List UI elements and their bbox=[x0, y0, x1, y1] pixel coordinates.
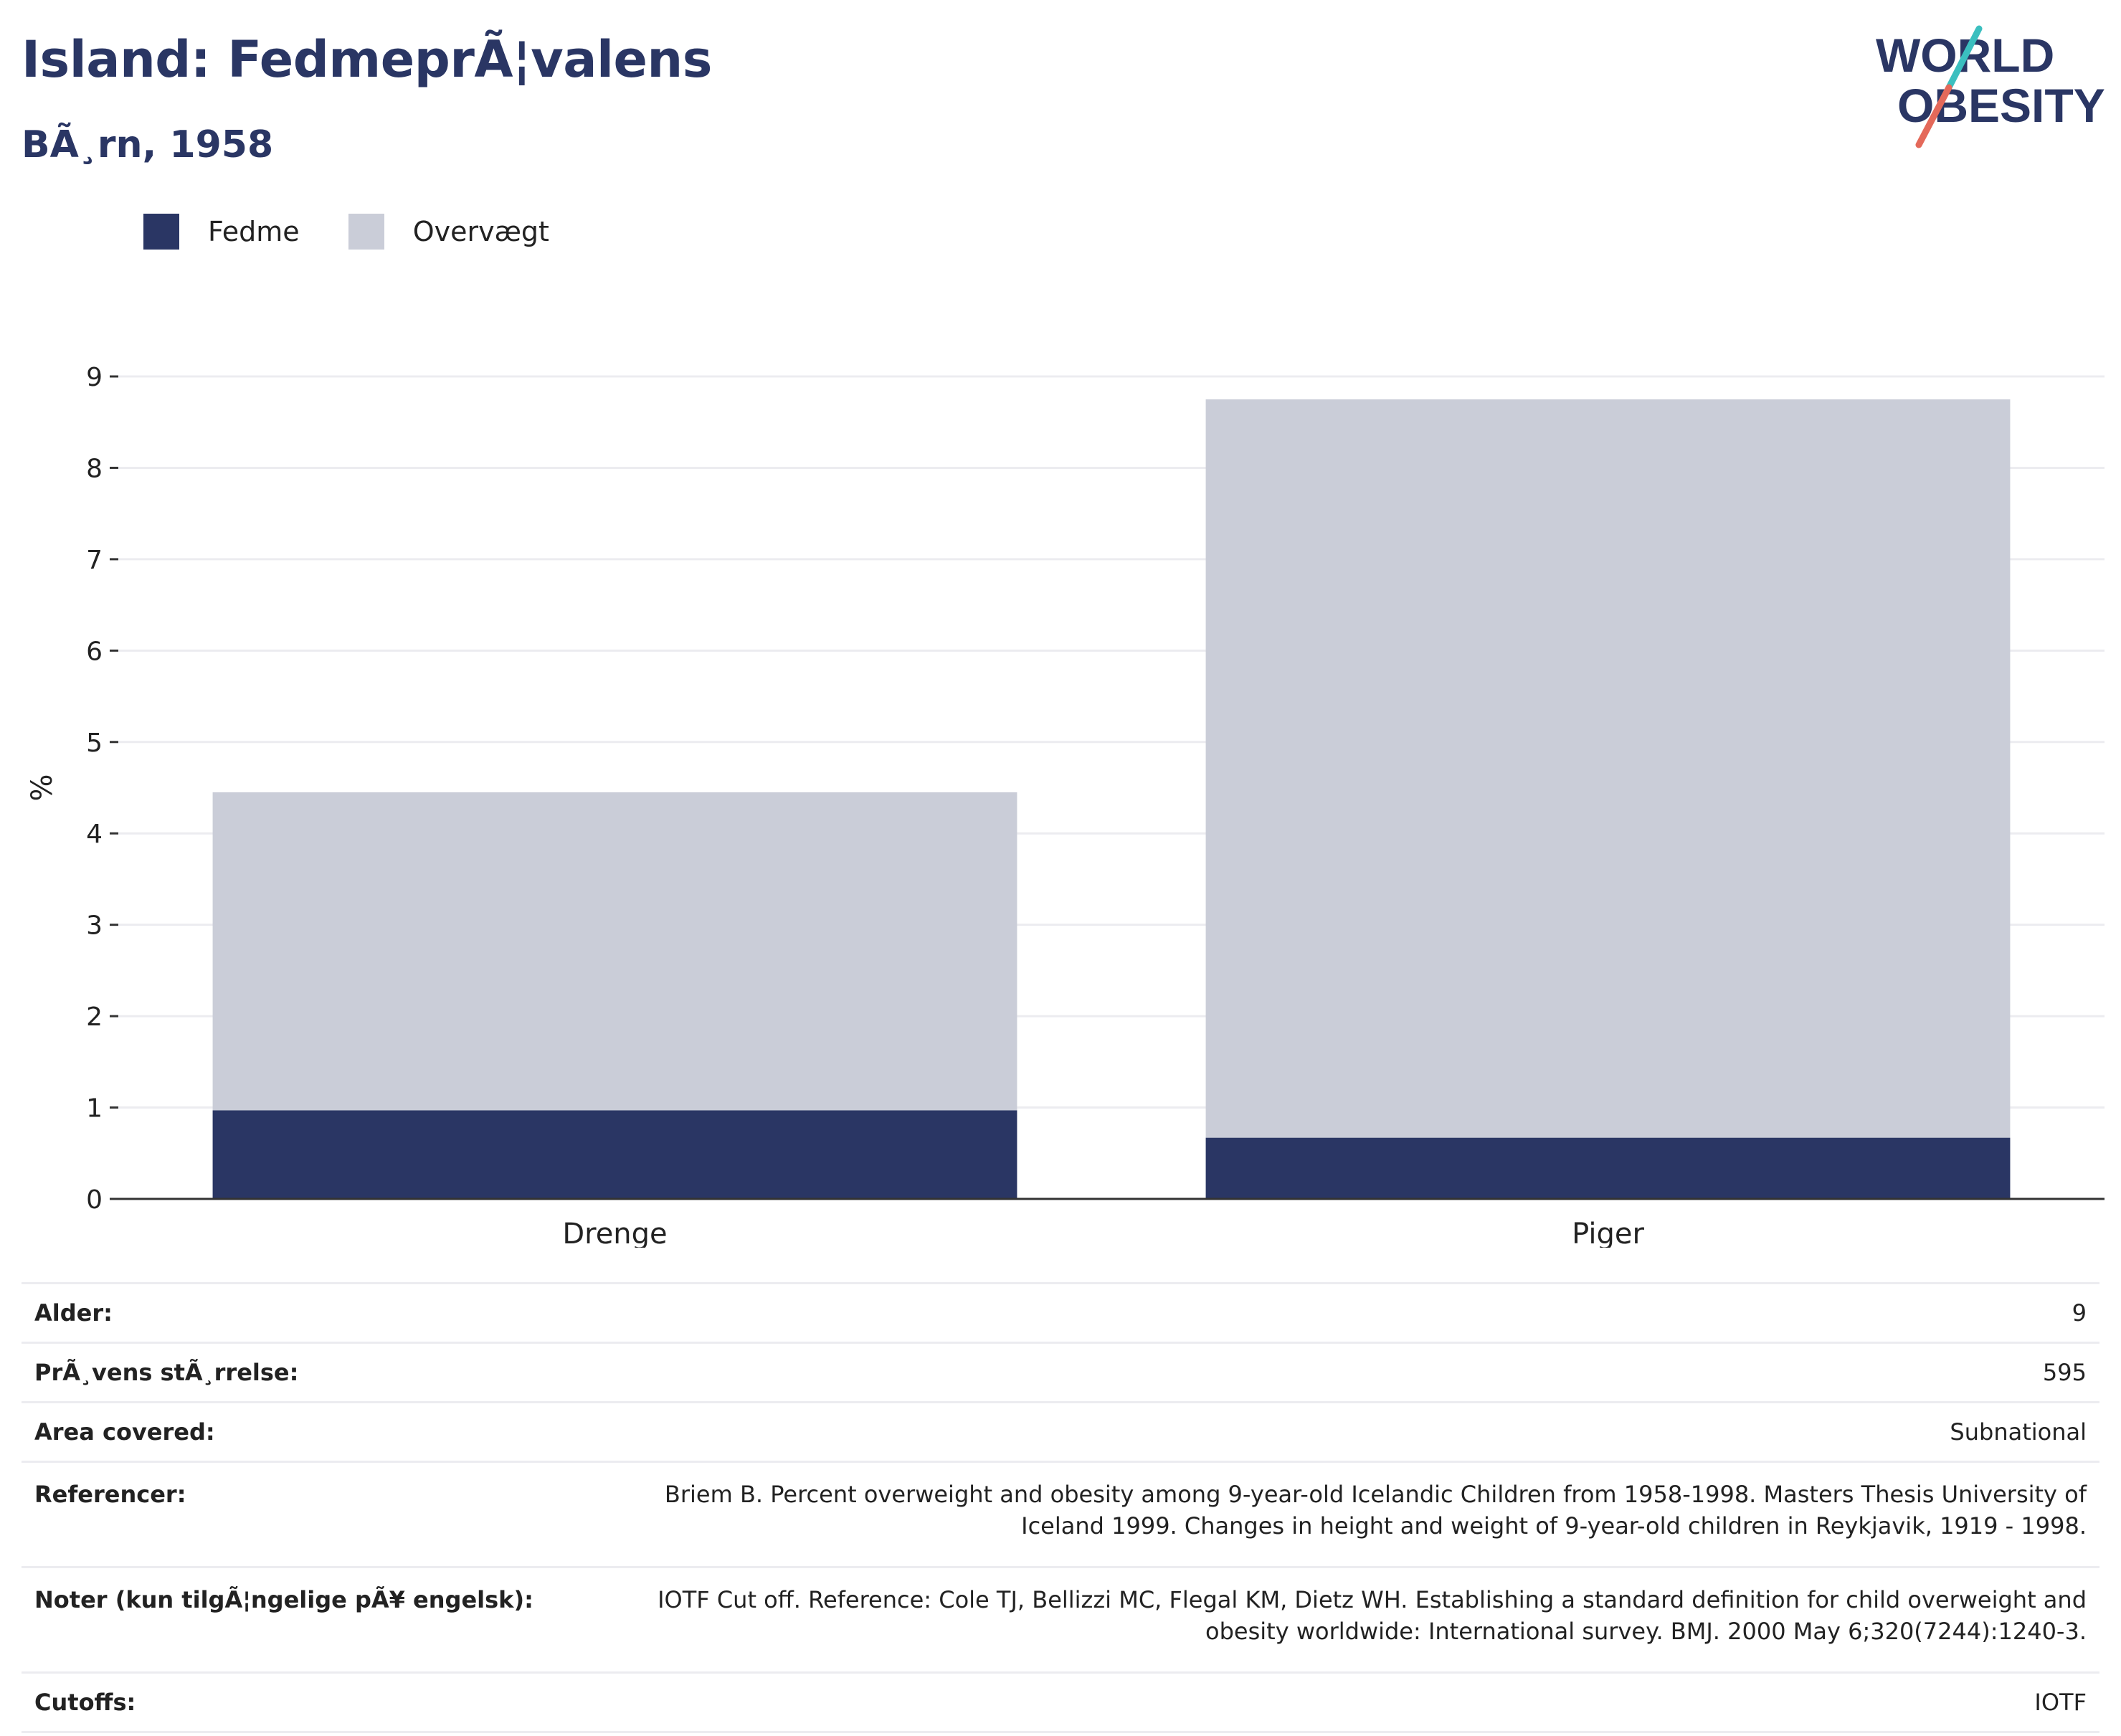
logo-slash-top bbox=[1945, 25, 1983, 91]
y-axis-label: % bbox=[26, 774, 59, 801]
y-tick-label: 1 bbox=[86, 1094, 103, 1124]
info-row-references: Referencer: Briem B. Percent overweight … bbox=[22, 1461, 2099, 1567]
chart-subtitle: BÃ¸rn, 1958 bbox=[22, 123, 274, 166]
info-value: Subnational bbox=[592, 1401, 2099, 1462]
info-label: Referencer: bbox=[22, 1461, 592, 1567]
info-label: Area covered: bbox=[22, 1401, 592, 1462]
y-tick-label: 0 bbox=[86, 1185, 103, 1215]
info-value: Briem B. Percent overweight and obesity … bbox=[592, 1461, 2099, 1567]
info-label: Cutoffs: bbox=[22, 1671, 592, 1733]
y-tick-label: 5 bbox=[86, 729, 103, 758]
info-value: IOTF Cut off. Reference: Cole TJ, Belliz… bbox=[592, 1566, 2099, 1673]
info-label: PrÃ¸vens stÃ¸rrelse: bbox=[22, 1342, 592, 1403]
info-value: 595 bbox=[592, 1342, 2099, 1403]
info-label: Alder: bbox=[22, 1282, 592, 1343]
info-row-cutoffs: Cutoffs: IOTF bbox=[22, 1671, 2099, 1733]
logo-slash-bottom bbox=[1915, 84, 1952, 148]
y-tick-label: 3 bbox=[86, 911, 103, 941]
chart-legend: Fedme Overvægt bbox=[143, 214, 598, 250]
legend-item-fedme[interactable]: Fedme bbox=[143, 214, 300, 250]
info-value: 9 bbox=[592, 1282, 2099, 1343]
y-tick-label: 8 bbox=[86, 454, 103, 483]
bar-piger-fedme bbox=[1205, 1137, 2011, 1199]
info-value: IOTF bbox=[592, 1671, 2099, 1733]
bar-piger-overvaegt bbox=[1205, 399, 2011, 1138]
legend-item-overvaegt[interactable]: Overvægt bbox=[348, 214, 549, 250]
info-row-sample-size: PrÃ¸vens stÃ¸rrelse: 595 bbox=[22, 1342, 2099, 1403]
bar-drenge-fedme bbox=[212, 1110, 1017, 1199]
legend-swatch-fedme bbox=[143, 214, 179, 250]
legend-label-overvaegt: Overvægt bbox=[412, 216, 549, 247]
info-label: Noter (kun tilgÃ¦ngelige pÃ¥ engelsk): bbox=[22, 1566, 592, 1673]
info-row-notes: Noter (kun tilgÃ¦ngelige pÃ¥ engelsk): I… bbox=[22, 1566, 2099, 1673]
chart-title: Island: FedmeprÃ¦valens bbox=[22, 30, 712, 89]
info-row-age: Alder: 9 bbox=[22, 1282, 2099, 1343]
x-tick-label: Piger bbox=[1572, 1218, 1644, 1248]
bar-drenge-overvaegt bbox=[212, 792, 1017, 1111]
y-tick-label: 7 bbox=[86, 546, 103, 575]
legend-label-fedme: Fedme bbox=[208, 216, 300, 247]
legend-swatch-overvaegt bbox=[348, 214, 384, 250]
stacked-bar-chart: 0 1 2 3 4 5 6 7 8 9% Drenge Piger bbox=[26, 363, 2105, 1248]
y-tick-label: 2 bbox=[86, 1002, 103, 1032]
world-obesity-logo[interactable]: WORLD OBESITY bbox=[1871, 22, 2108, 151]
y-tick-label: 4 bbox=[86, 820, 103, 849]
info-row-area: Area covered: Subnational bbox=[22, 1401, 2099, 1462]
info-table: Alder: 9 PrÃ¸vens stÃ¸rrelse: 595 Area c… bbox=[22, 1282, 2099, 1733]
y-tick-label: 9 bbox=[86, 363, 103, 392]
y-tick-label: 6 bbox=[86, 637, 103, 666]
x-tick-label: Drenge bbox=[562, 1218, 667, 1248]
